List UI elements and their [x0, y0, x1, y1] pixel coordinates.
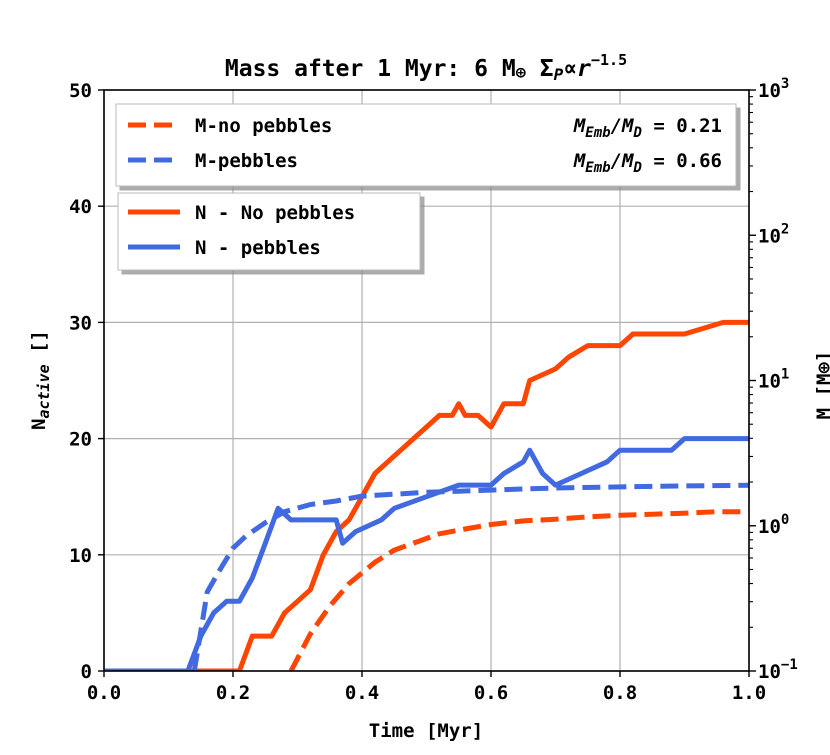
x-axis-title: Time [Myr]	[369, 720, 483, 742]
x-tick-label: 1.0	[732, 682, 766, 704]
y2-axis-title: M [M⊕]	[813, 351, 830, 420]
legend-number	[117, 192, 421, 271]
y2-tick-label: 10−1	[758, 657, 798, 683]
legends: M-no pebbles MEmb/MD = 0.21 M-pebbles MEmb/…	[115, 103, 737, 271]
y-axis-title: Nactive []	[28, 330, 53, 430]
y2-tick-label: 102	[758, 221, 789, 247]
series-n-pebbles	[104, 436, 749, 671]
legend-label: M-no pebbles	[195, 115, 332, 137]
y-tick-label: 50	[69, 80, 92, 102]
x-tick-label: 0.8	[603, 682, 637, 704]
x-tick-label: 0.2	[216, 682, 250, 704]
series-m-no-pebbles	[288, 509, 749, 671]
legend-ratio: MEmb/MD = 0.21	[573, 115, 722, 141]
x-tick-label: 0.4	[345, 682, 379, 704]
legend-label: N - pebbles	[195, 237, 321, 259]
x-tick-label: 0.0	[87, 682, 121, 704]
y2-tick-label: 100	[758, 512, 789, 538]
y-tick-label: 30	[69, 312, 92, 334]
y-tick-label: 20	[69, 429, 92, 451]
x-tick-label: 0.6	[474, 682, 508, 704]
series-m-pebbles	[191, 482, 749, 671]
series-layer	[104, 319, 749, 671]
y-tick-label: 0	[81, 661, 92, 683]
legend-mass	[115, 103, 737, 187]
legend-ratio: MEmb/MD = 0.66	[573, 150, 722, 176]
legend-label: M-pebbles	[195, 150, 298, 172]
y2-tick-label: 101	[758, 367, 789, 393]
chart-title: Mass after 1 Myr: 6 M⊕ ΣP∝r−1.5	[225, 51, 627, 84]
legend-label: N - No pebbles	[195, 202, 355, 224]
tick-labels: 0.0 0.2 0.4 0.6 0.8 1.0 0 10 20 30 40 50 10−1 100 101 1…	[69, 76, 798, 704]
y-tick-label: 10	[69, 545, 92, 567]
y-tick-label: 40	[69, 196, 92, 218]
y2-tick-label: 103	[758, 76, 789, 102]
series-n-no-pebbles	[104, 319, 749, 671]
axis-ticks	[98, 89, 756, 677]
